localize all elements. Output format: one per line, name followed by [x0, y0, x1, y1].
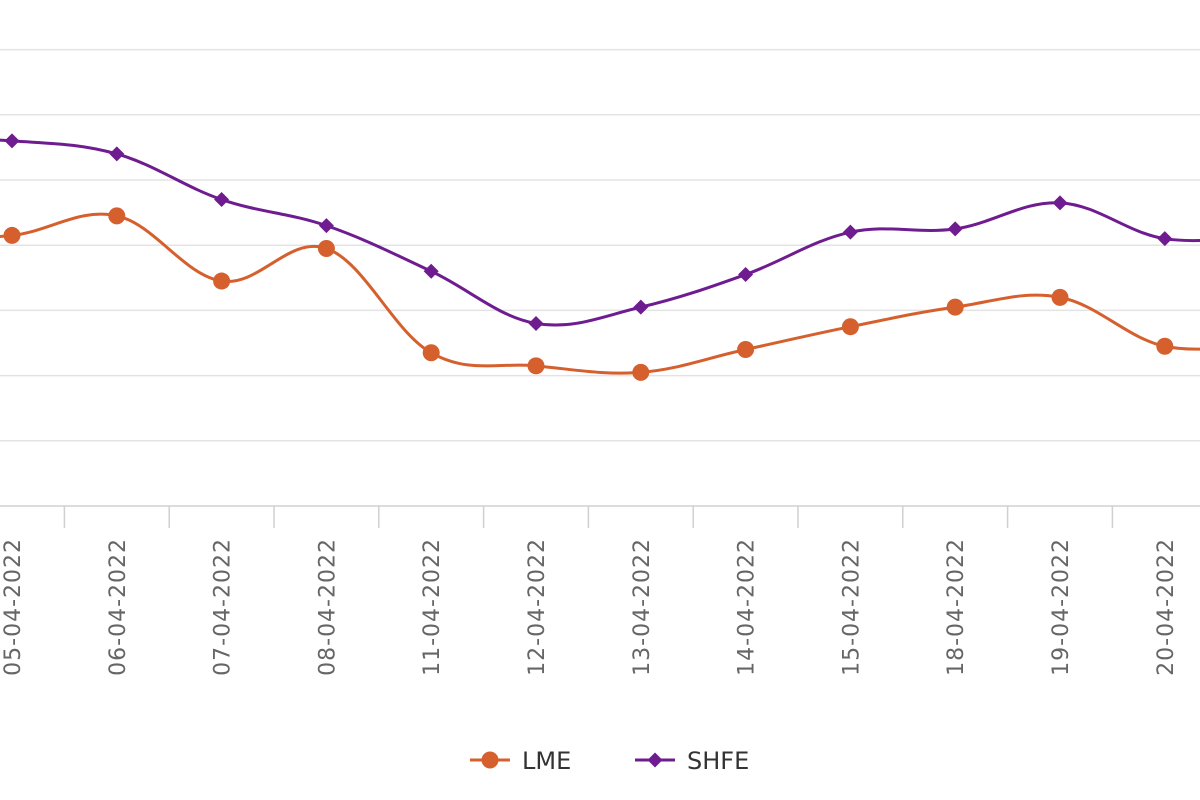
legend[interactable]: LME SHFE: [470, 747, 749, 775]
x-tick-label: 05-04-2022: [1, 538, 26, 676]
x-tick-label: 08-04-2022: [315, 538, 340, 676]
legend-marker-shfe: [647, 752, 663, 768]
x-axis: 05-04-2022 06-04-2022 07-04-2022 08-04-2022…: [0, 505, 1200, 676]
data-point-lme[interactable]: [841, 318, 859, 336]
data-point-lme[interactable]: [946, 298, 964, 316]
x-tick-label: 15-04-2022: [839, 538, 864, 676]
x-tick-label: 20-04-2022: [1154, 538, 1179, 676]
data-point-shfe[interactable]: [947, 221, 963, 237]
data-point-shfe[interactable]: [738, 267, 754, 283]
data-point-lme[interactable]: [1051, 288, 1069, 306]
data-point-shfe[interactable]: [842, 224, 858, 240]
data-point-shfe[interactable]: [423, 263, 439, 279]
data-point-shfe[interactable]: [4, 133, 20, 149]
data-point-shfe[interactable]: [109, 146, 125, 162]
series-layer: [0, 133, 1200, 381]
x-tick-label: 13-04-2022: [630, 538, 655, 676]
data-point-lme[interactable]: [527, 357, 545, 375]
data-point-lme[interactable]: [422, 344, 440, 362]
legend-item-lme[interactable]: LME: [470, 747, 571, 775]
data-point-lme[interactable]: [737, 341, 755, 359]
data-point-lme[interactable]: [213, 272, 231, 290]
data-point-lme[interactable]: [108, 207, 126, 225]
series-lme: [0, 207, 1200, 381]
legend-marker-lme: [481, 751, 499, 769]
x-tick-label: 18-04-2022: [944, 538, 969, 676]
series-shfe: [0, 133, 1200, 331]
x-tick-label: 07-04-2022: [211, 538, 236, 676]
x-tick-label: 14-04-2022: [735, 538, 760, 676]
series-line-shfe: [0, 138, 1200, 327]
data-point-shfe[interactable]: [214, 192, 230, 208]
x-tick-label: 11-04-2022: [420, 538, 445, 676]
x-tick-label: 12-04-2022: [525, 538, 550, 676]
data-point-shfe[interactable]: [528, 315, 544, 331]
data-point-shfe[interactable]: [1157, 231, 1173, 247]
legend-label-shfe: SHFE: [687, 747, 749, 775]
x-tick-label: 06-04-2022: [106, 538, 131, 676]
data-point-shfe[interactable]: [1052, 195, 1068, 211]
data-point-lme[interactable]: [1156, 337, 1174, 355]
x-tick-label: 19-04-2022: [1049, 538, 1074, 676]
legend-label-lme: LME: [522, 747, 571, 775]
data-point-lme[interactable]: [3, 226, 21, 244]
data-point-lme[interactable]: [317, 239, 335, 257]
legend-item-shfe[interactable]: SHFE: [635, 747, 749, 775]
series-line-lme: [0, 212, 1200, 375]
data-point-shfe[interactable]: [633, 299, 649, 315]
data-point-lme[interactable]: [632, 363, 650, 381]
gridlines: [0, 48, 1200, 442]
data-point-shfe[interactable]: [318, 218, 334, 234]
